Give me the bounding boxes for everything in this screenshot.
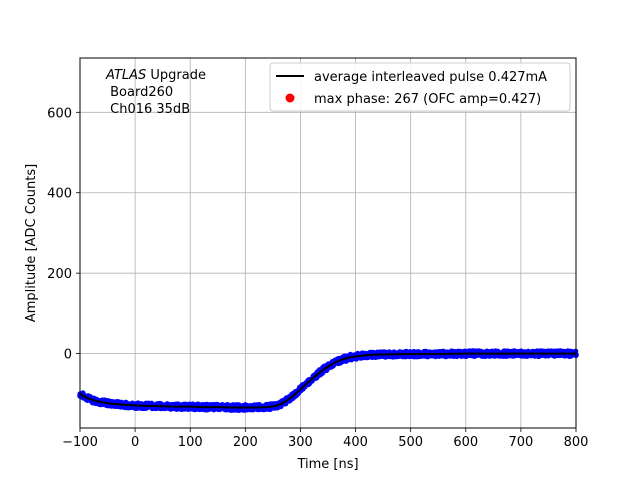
legend-entry-average: average interleaved pulse 0.427mA <box>314 70 547 85</box>
x-tick-label: 0 <box>131 435 139 450</box>
annotation: ATLAS Upgrade Board260 Ch016 35dB <box>105 68 206 117</box>
x-axis: −100 0 100 200 300 400 500 600 700 800 <box>62 428 588 450</box>
legend-entry-max-phase: max phase: 267 (OFC amp=0.427) <box>314 92 541 107</box>
x-tick-label: 400 <box>343 435 368 450</box>
annotation-line-3: Ch016 35dB <box>106 102 190 117</box>
x-tick-label: 800 <box>564 435 589 450</box>
average-line-group <box>79 352 576 409</box>
plot-frame <box>79 57 577 429</box>
y-tick-label: 600 <box>47 106 72 121</box>
y-axis-label: Amplitude [ADC Counts] <box>24 164 39 322</box>
x-tick-label: −100 <box>62 435 98 450</box>
legend: average interleaved pulse 0.427mA max ph… <box>269 62 571 112</box>
average-pulse-line <box>79 352 576 409</box>
y-tick-label: 400 <box>47 187 72 202</box>
x-tick-label: 200 <box>233 435 258 450</box>
annotation-atlas: ATLAS <box>105 68 146 83</box>
x-tick-label: 500 <box>398 435 423 450</box>
annotation-line-1: ATLAS Upgrade <box>105 68 206 83</box>
legend-box <box>269 62 571 112</box>
x-axis-label: Time [ns] <box>296 457 358 472</box>
legend-marker-swatch <box>285 93 295 103</box>
x-tick-label: 600 <box>453 435 478 450</box>
y-axis: 0 200 400 600 <box>47 106 80 363</box>
annotation-upgrade: Upgrade <box>146 68 206 83</box>
x-tick-label: 700 <box>508 435 533 450</box>
x-tick-label: 100 <box>178 435 203 450</box>
annotation-line-2: Board260 <box>106 85 173 100</box>
y-tick-label: 0 <box>64 348 72 363</box>
y-tick-label: 200 <box>47 267 72 282</box>
x-tick-label: 300 <box>288 435 313 450</box>
